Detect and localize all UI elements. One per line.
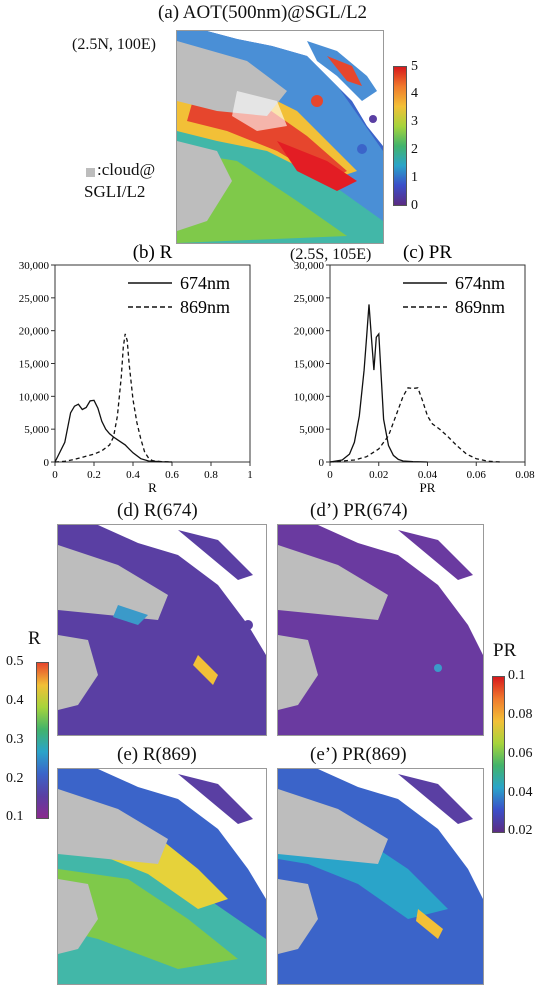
aot-colorbar-tick: 1 [411,170,418,185]
y-tick-label: 30,000 [294,260,325,272]
legend-label: 674nm [455,273,505,293]
x-tick-label: 0.02 [369,469,388,481]
x-tick-label: 0 [327,469,333,481]
chart-c: (c) PR 0 5,000 10,000 15,000 20,000 25,000 30,0… [275,240,550,500]
colorbar-pr-tick: 0.1 [508,668,526,683]
colorbar-pr-tick: 0.06 [508,746,533,761]
aot-colorbar-tick: 4 [411,86,418,101]
colorbar-r-tick: 0.4 [6,693,24,708]
y-tick-label: 25,000 [294,293,325,305]
y-tick-label: 30,000 [19,260,50,272]
panel-e2-title: (e’) PR(869) [310,744,407,765]
aot-colorbar-tick: 3 [411,114,418,129]
colorbar-pr-tick: 0.04 [508,785,533,800]
aot-map [176,30,384,244]
x-tick-label: 0.2 [87,469,101,481]
colorbar-r [36,662,49,819]
plot-frame [54,264,251,463]
panel-e-title: (e) R(869) [117,744,197,765]
y-tick-label: 10,000 [294,391,325,403]
legend-label: 869nm [180,297,230,317]
r674-map [57,524,267,736]
aot-colorbar-tick: 0 [411,198,418,213]
y-tick-label: 15,000 [19,359,50,371]
colorbar-r-tick: 0.3 [6,732,24,747]
legend-label: 869nm [455,297,505,317]
chart-c-svg: (c) PR 0 5,000 10,000 15,000 20,000 25,000 30,0… [294,242,535,495]
y-tick-label: 0 [319,457,325,469]
y-tick-label: 5,000 [24,424,49,436]
panel-d2-title: (d’) PR(674) [310,500,408,521]
series-line-869nm [54,333,173,463]
y-tick-label: 5,000 [299,424,324,436]
y-tick-label: 15,000 [294,359,325,371]
x-axis-label: R [148,480,157,495]
colorbar-pr-tick: 0.08 [508,707,533,722]
y-tick-label: 0 [44,457,50,469]
colorbar-pr-label: PR [493,640,517,661]
cloud-legend-label: :cloud@ [97,160,156,179]
x-tick-label: 1 [247,469,253,481]
plot-frame [329,264,526,463]
colorbar-pr [492,676,505,833]
x-tick-label: 0.08 [515,469,535,481]
colorbar-r-tick: 0.1 [6,809,24,824]
y-tick-label: 20,000 [19,326,50,338]
series-line-674nm [54,399,173,463]
colorbar-r-tick: 0.2 [6,771,24,786]
x-tick-label: 0.4 [126,469,140,481]
colorbar-pr-tick: 0.02 [508,823,533,838]
x-tick-label: 0.6 [165,469,179,481]
panel-d-title: (d) R(674) [117,500,198,521]
x-axis-label: PR [420,480,436,495]
series-line-674nm [329,304,428,463]
colorbar-r-label: R [28,628,41,649]
chart-title: (b) R [133,242,173,263]
y-tick-label: 25,000 [19,293,50,305]
series-line-869nm [329,387,501,463]
pr674-map [277,524,484,736]
panel-a-corner-se: (2.5S, 105E) [290,246,372,263]
colorbar-r-tick: 0.5 [6,654,24,669]
y-tick-label: 10,000 [19,391,50,403]
panel-a-corner-nw: (2.5N, 100E) [72,36,156,53]
legend-label: 674nm [180,273,230,293]
cloud-legend-swatch [86,168,95,177]
aot-colorbar-tick: 5 [411,59,418,74]
cloud-legend-label: SGLI/L2 [84,182,146,201]
x-tick-label: 0.06 [467,469,487,481]
chart-b: (b) R 0 5,000 10,000 15,000 20,000 25,000 30,00… [0,240,275,500]
aot-colorbar-tick: 2 [411,142,418,157]
x-tick-label: 0.04 [418,469,438,481]
panel-a-title: (a) AOT(500nm)@SGL/L2 [158,2,368,23]
x-tick-label: 0 [52,469,58,481]
aot-colorbar [393,66,407,206]
x-tick-label: 0.8 [204,469,218,481]
chart-title: (c) PR [403,242,452,263]
r869-map [57,768,267,985]
y-tick-label: 20,000 [294,326,325,338]
chart-b-svg: (b) R 0 5,000 10,000 15,000 20,000 25,000 30,00… [19,242,253,495]
pr869-map [277,768,484,985]
